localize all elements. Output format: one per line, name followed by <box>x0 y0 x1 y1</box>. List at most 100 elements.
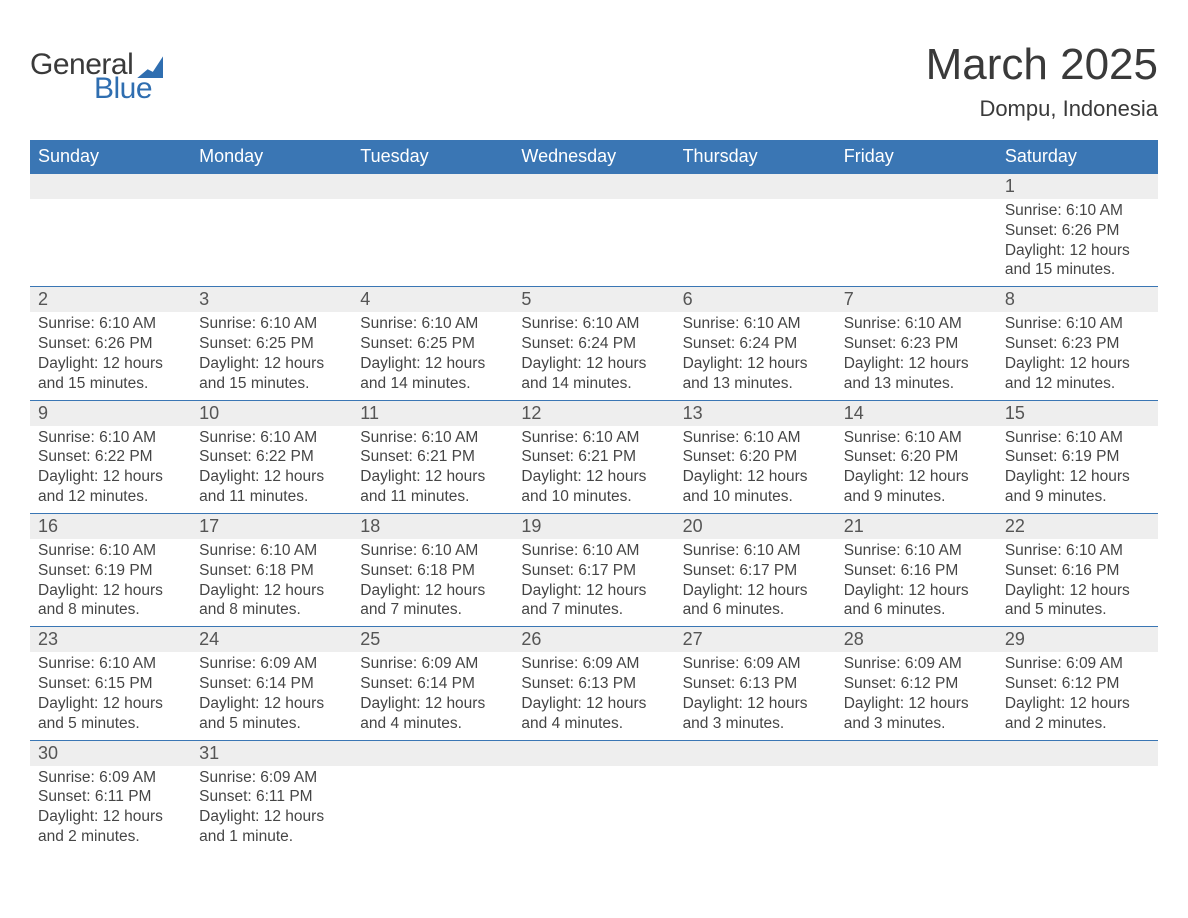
location-subtitle: Dompu, Indonesia <box>926 96 1158 122</box>
daylight-text: Daylight: 12 hours and 9 minutes. <box>844 467 989 507</box>
daylight-text: Daylight: 12 hours and 7 minutes. <box>521 581 666 621</box>
sunrise-text: Sunrise: 6:10 AM <box>38 428 183 448</box>
day-number: 14 <box>836 401 997 426</box>
dow-wednesday: Wednesday <box>513 140 674 173</box>
daylight-text: Daylight: 12 hours and 14 minutes. <box>360 354 505 394</box>
sunset-text: Sunset: 6:14 PM <box>360 674 505 694</box>
sunrise-text: Sunrise: 6:10 AM <box>38 314 183 334</box>
day-number <box>836 174 997 199</box>
sunrise-text: Sunrise: 6:10 AM <box>1005 314 1150 334</box>
daylight-text: Daylight: 12 hours and 4 minutes. <box>521 694 666 734</box>
sunrise-text: Sunrise: 6:10 AM <box>1005 201 1150 221</box>
day-details: Sunrise: 6:10 AMSunset: 6:16 PMDaylight:… <box>997 539 1158 626</box>
day-details: Sunrise: 6:10 AMSunset: 6:22 PMDaylight:… <box>30 426 191 513</box>
brand-logo: General Blue <box>30 48 163 106</box>
daylight-text: Daylight: 12 hours and 6 minutes. <box>844 581 989 621</box>
daylight-text: Daylight: 12 hours and 6 minutes. <box>683 581 828 621</box>
title-block: March 2025 Dompu, Indonesia <box>926 40 1158 122</box>
sunrise-text: Sunrise: 6:10 AM <box>844 541 989 561</box>
daylight-text: Daylight: 12 hours and 5 minutes. <box>38 694 183 734</box>
daylight-text: Daylight: 12 hours and 15 minutes. <box>199 354 344 394</box>
day-details: Sunrise: 6:10 AMSunset: 6:15 PMDaylight:… <box>30 652 191 739</box>
sunset-text: Sunset: 6:19 PM <box>38 561 183 581</box>
day-of-week-header: Sunday Monday Tuesday Wednesday Thursday… <box>30 140 1158 173</box>
daylight-text: Daylight: 12 hours and 15 minutes. <box>1005 241 1150 281</box>
day-number <box>836 741 997 766</box>
calendar-week: 2345678Sunrise: 6:10 AMSunset: 6:26 PMDa… <box>30 286 1158 399</box>
day-details: Sunrise: 6:10 AMSunset: 6:21 PMDaylight:… <box>513 426 674 513</box>
day-details: Sunrise: 6:10 AMSunset: 6:18 PMDaylight:… <box>191 539 352 626</box>
sunrise-text: Sunrise: 6:10 AM <box>683 314 828 334</box>
sunrise-text: Sunrise: 6:10 AM <box>38 654 183 674</box>
daylight-text: Daylight: 12 hours and 10 minutes. <box>683 467 828 507</box>
day-details: Sunrise: 6:09 AMSunset: 6:13 PMDaylight:… <box>513 652 674 739</box>
daylight-text: Daylight: 12 hours and 12 minutes. <box>1005 354 1150 394</box>
sunset-text: Sunset: 6:11 PM <box>199 787 344 807</box>
day-details <box>513 199 674 286</box>
day-details: Sunrise: 6:10 AMSunset: 6:24 PMDaylight:… <box>513 312 674 399</box>
day-number: 13 <box>675 401 836 426</box>
sunset-text: Sunset: 6:25 PM <box>360 334 505 354</box>
day-number: 23 <box>30 627 191 652</box>
day-details: Sunrise: 6:10 AMSunset: 6:19 PMDaylight:… <box>997 426 1158 513</box>
day-number: 17 <box>191 514 352 539</box>
calendar-week: 3031Sunrise: 6:09 AMSunset: 6:11 PMDayli… <box>30 740 1158 853</box>
day-number <box>352 174 513 199</box>
day-details: Sunrise: 6:10 AMSunset: 6:25 PMDaylight:… <box>352 312 513 399</box>
day-details: Sunrise: 6:10 AMSunset: 6:19 PMDaylight:… <box>30 539 191 626</box>
calendar-week: 9101112131415Sunrise: 6:10 AMSunset: 6:2… <box>30 400 1158 513</box>
sunrise-text: Sunrise: 6:10 AM <box>360 428 505 448</box>
sunrise-text: Sunrise: 6:10 AM <box>683 541 828 561</box>
sunrise-text: Sunrise: 6:10 AM <box>683 428 828 448</box>
day-number <box>675 741 836 766</box>
header: General Blue March 2025 Dompu, Indonesia <box>30 40 1158 122</box>
sunrise-text: Sunrise: 6:10 AM <box>844 428 989 448</box>
dow-monday: Monday <box>191 140 352 173</box>
day-details <box>352 766 513 853</box>
daylight-text: Daylight: 12 hours and 15 minutes. <box>38 354 183 394</box>
day-number: 7 <box>836 287 997 312</box>
sunset-text: Sunset: 6:11 PM <box>38 787 183 807</box>
day-number <box>30 174 191 199</box>
day-details: Sunrise: 6:10 AMSunset: 6:20 PMDaylight:… <box>836 426 997 513</box>
sunset-text: Sunset: 6:18 PM <box>360 561 505 581</box>
day-details <box>675 766 836 853</box>
day-number: 2 <box>30 287 191 312</box>
daylight-text: Daylight: 12 hours and 5 minutes. <box>199 694 344 734</box>
daylight-text: Daylight: 12 hours and 8 minutes. <box>38 581 183 621</box>
daylight-text: Daylight: 12 hours and 11 minutes. <box>360 467 505 507</box>
sunrise-text: Sunrise: 6:09 AM <box>1005 654 1150 674</box>
day-details: Sunrise: 6:10 AMSunset: 6:22 PMDaylight:… <box>191 426 352 513</box>
sunset-text: Sunset: 6:17 PM <box>683 561 828 581</box>
daylight-text: Daylight: 12 hours and 11 minutes. <box>199 467 344 507</box>
day-number <box>675 174 836 199</box>
sunset-text: Sunset: 6:23 PM <box>844 334 989 354</box>
dow-tuesday: Tuesday <box>352 140 513 173</box>
sunrise-text: Sunrise: 6:10 AM <box>199 541 344 561</box>
sunrise-text: Sunrise: 6:10 AM <box>360 541 505 561</box>
sunrise-text: Sunrise: 6:10 AM <box>521 428 666 448</box>
sunrise-text: Sunrise: 6:10 AM <box>521 541 666 561</box>
sunrise-text: Sunrise: 6:10 AM <box>521 314 666 334</box>
day-details: Sunrise: 6:10 AMSunset: 6:24 PMDaylight:… <box>675 312 836 399</box>
sunrise-text: Sunrise: 6:10 AM <box>199 428 344 448</box>
sunrise-text: Sunrise: 6:10 AM <box>844 314 989 334</box>
sunset-text: Sunset: 6:12 PM <box>844 674 989 694</box>
sunset-text: Sunset: 6:22 PM <box>199 447 344 467</box>
day-details <box>997 766 1158 853</box>
day-number: 6 <box>675 287 836 312</box>
calendar-week: 16171819202122Sunrise: 6:10 AMSunset: 6:… <box>30 513 1158 626</box>
day-number: 11 <box>352 401 513 426</box>
sunset-text: Sunset: 6:13 PM <box>521 674 666 694</box>
daylight-text: Daylight: 12 hours and 1 minute. <box>199 807 344 847</box>
sunset-text: Sunset: 6:18 PM <box>199 561 344 581</box>
sunset-text: Sunset: 6:25 PM <box>199 334 344 354</box>
sunset-text: Sunset: 6:13 PM <box>683 674 828 694</box>
day-details: Sunrise: 6:09 AMSunset: 6:12 PMDaylight:… <box>997 652 1158 739</box>
day-number: 10 <box>191 401 352 426</box>
day-details: Sunrise: 6:09 AMSunset: 6:13 PMDaylight:… <box>675 652 836 739</box>
daylight-text: Daylight: 12 hours and 13 minutes. <box>683 354 828 394</box>
daylight-text: Daylight: 12 hours and 3 minutes. <box>844 694 989 734</box>
sunset-text: Sunset: 6:16 PM <box>1005 561 1150 581</box>
day-details <box>836 766 997 853</box>
